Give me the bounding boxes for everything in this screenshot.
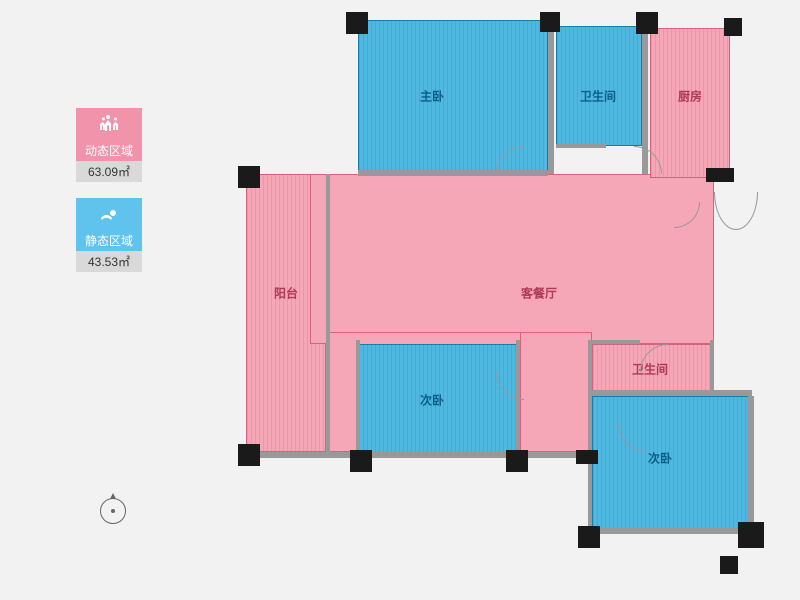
room-label-bed2: 次卧: [420, 392, 444, 409]
column-3: [724, 18, 742, 36]
wall-6: [356, 340, 360, 454]
wall-9: [592, 390, 752, 396]
legend-static-value: 43.53㎡: [76, 251, 142, 272]
column-2: [636, 12, 658, 34]
wall-10: [710, 340, 714, 390]
column-12: [720, 556, 738, 574]
legend-dynamic-icon: [76, 108, 142, 140]
room-label-kitchen: 厨房: [678, 88, 702, 105]
compass-icon: [100, 498, 126, 524]
column-6: [238, 444, 260, 466]
wall-4: [326, 174, 330, 454]
legend-dynamic: 动态区域63.09㎡: [76, 108, 142, 182]
room-living3: [520, 332, 592, 452]
wall-5: [246, 452, 596, 458]
wall-13: [592, 528, 752, 534]
column-9: [576, 450, 598, 464]
room-label-balcony: 阳台: [274, 285, 298, 302]
wall-8: [588, 340, 592, 532]
room-label-bed3: 次卧: [648, 450, 672, 467]
legend-dynamic-value: 63.09㎡: [76, 161, 142, 182]
column-8: [506, 450, 528, 472]
legend-static-icon: [76, 198, 142, 230]
column-1: [540, 12, 560, 32]
wall-1: [548, 24, 554, 174]
column-0: [346, 12, 368, 34]
main-door: [714, 192, 758, 230]
wall-11: [592, 340, 640, 344]
legend-dynamic-label: 动态区域: [76, 140, 142, 161]
column-10: [578, 526, 600, 548]
column-11: [738, 522, 764, 548]
column-4: [238, 166, 260, 188]
column-7: [350, 450, 372, 472]
column-5: [706, 168, 734, 182]
legend-static: 静态区域43.53㎡: [76, 198, 142, 272]
wall-3: [556, 144, 606, 148]
room-bath1: [556, 26, 642, 146]
wall-12: [748, 396, 754, 532]
room-living: [310, 174, 714, 344]
room-label-living: 客餐厅: [521, 285, 557, 302]
legend-static-label: 静态区域: [76, 230, 142, 251]
room-label-master: 主卧: [420, 88, 444, 105]
room-label-bath1: 卫生间: [580, 88, 616, 105]
